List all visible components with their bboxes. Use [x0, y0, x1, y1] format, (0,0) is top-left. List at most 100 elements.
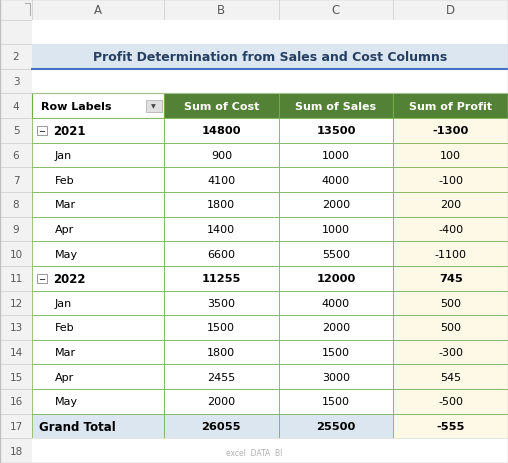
- Text: 25500: 25500: [316, 421, 356, 431]
- Text: Feb: Feb: [55, 175, 75, 185]
- Text: 6: 6: [13, 151, 19, 161]
- Text: B: B: [217, 4, 226, 17]
- Bar: [393, 365, 508, 389]
- Bar: [164, 94, 279, 119]
- Bar: [279, 315, 393, 340]
- Bar: [37, 126, 47, 136]
- Text: A: A: [94, 4, 102, 17]
- Bar: [0, 168, 32, 193]
- Bar: [279, 193, 393, 217]
- Bar: [164, 193, 279, 217]
- Text: Jan: Jan: [55, 151, 72, 161]
- Text: 2022: 2022: [53, 272, 85, 285]
- Text: 1800: 1800: [207, 347, 235, 357]
- Bar: [0, 389, 32, 414]
- Bar: [32, 414, 164, 438]
- Bar: [32, 340, 164, 365]
- Bar: [164, 365, 279, 389]
- Bar: [0, 20, 32, 45]
- Bar: [164, 389, 279, 414]
- Text: 200: 200: [440, 200, 461, 210]
- Text: -1100: -1100: [435, 249, 467, 259]
- Text: 500: 500: [440, 298, 461, 308]
- Bar: [164, 315, 279, 340]
- Text: 5: 5: [13, 126, 19, 136]
- Text: 14: 14: [10, 347, 23, 357]
- Text: 15: 15: [10, 372, 23, 382]
- Text: Sum of Sales: Sum of Sales: [296, 101, 376, 112]
- Bar: [279, 217, 393, 242]
- Text: 3500: 3500: [207, 298, 235, 308]
- Text: Mar: Mar: [55, 347, 76, 357]
- Bar: [32, 94, 164, 119]
- Bar: [393, 242, 508, 266]
- Bar: [0, 0, 32, 20]
- Bar: [279, 414, 393, 438]
- Text: Apr: Apr: [55, 225, 74, 234]
- Text: 4100: 4100: [207, 175, 235, 185]
- Bar: [32, 438, 508, 463]
- Text: 18: 18: [10, 446, 23, 456]
- Bar: [164, 217, 279, 242]
- Text: 1000: 1000: [322, 225, 350, 234]
- Text: -500: -500: [438, 396, 463, 407]
- Text: 2000: 2000: [322, 200, 350, 210]
- Bar: [279, 119, 393, 144]
- Text: 17: 17: [10, 421, 23, 431]
- Bar: [164, 119, 279, 144]
- Text: 5500: 5500: [322, 249, 350, 259]
- Text: 12: 12: [10, 298, 23, 308]
- Bar: [37, 274, 47, 283]
- Text: 4000: 4000: [322, 298, 350, 308]
- Text: Grand Total: Grand Total: [39, 419, 116, 432]
- Bar: [164, 168, 279, 193]
- Text: 545: 545: [440, 372, 461, 382]
- Bar: [0, 438, 32, 463]
- Text: 14800: 14800: [202, 126, 241, 136]
- Bar: [279, 94, 393, 119]
- Bar: [164, 0, 279, 20]
- Bar: [279, 365, 393, 389]
- Text: 1800: 1800: [207, 200, 235, 210]
- Text: 2021: 2021: [53, 125, 85, 138]
- Bar: [32, 69, 508, 94]
- Text: 12000: 12000: [316, 274, 356, 284]
- Text: 13500: 13500: [316, 126, 356, 136]
- Text: 1500: 1500: [322, 347, 350, 357]
- Bar: [32, 193, 164, 217]
- Bar: [393, 291, 508, 315]
- Text: 4000: 4000: [322, 175, 350, 185]
- Bar: [393, 144, 508, 168]
- Bar: [164, 144, 279, 168]
- Bar: [279, 168, 393, 193]
- Text: 2: 2: [13, 52, 19, 63]
- Bar: [32, 365, 164, 389]
- Text: 11255: 11255: [202, 274, 241, 284]
- Bar: [0, 340, 32, 365]
- Text: 6600: 6600: [207, 249, 235, 259]
- Bar: [0, 266, 32, 291]
- Text: Row Labels: Row Labels: [41, 101, 112, 112]
- Text: Feb: Feb: [55, 323, 75, 333]
- Text: −: −: [39, 274, 45, 283]
- Text: 13: 13: [10, 323, 23, 333]
- Bar: [279, 144, 393, 168]
- Bar: [0, 0, 508, 20]
- Text: C: C: [332, 4, 340, 17]
- Text: 8: 8: [13, 200, 19, 210]
- Bar: [393, 168, 508, 193]
- Text: 9: 9: [13, 225, 19, 234]
- Bar: [32, 168, 164, 193]
- Text: 1000: 1000: [322, 151, 350, 161]
- Bar: [164, 266, 279, 291]
- Bar: [279, 0, 393, 20]
- Text: Profit Determination from Sales and Cost Columns: Profit Determination from Sales and Cost…: [93, 51, 447, 64]
- Text: -555: -555: [436, 421, 465, 431]
- Bar: [279, 340, 393, 365]
- Text: -400: -400: [438, 225, 463, 234]
- Bar: [0, 217, 32, 242]
- Text: May: May: [55, 396, 78, 407]
- Bar: [0, 291, 32, 315]
- Text: excel  DATA  BI: excel DATA BI: [226, 448, 282, 457]
- Text: 2455: 2455: [207, 372, 235, 382]
